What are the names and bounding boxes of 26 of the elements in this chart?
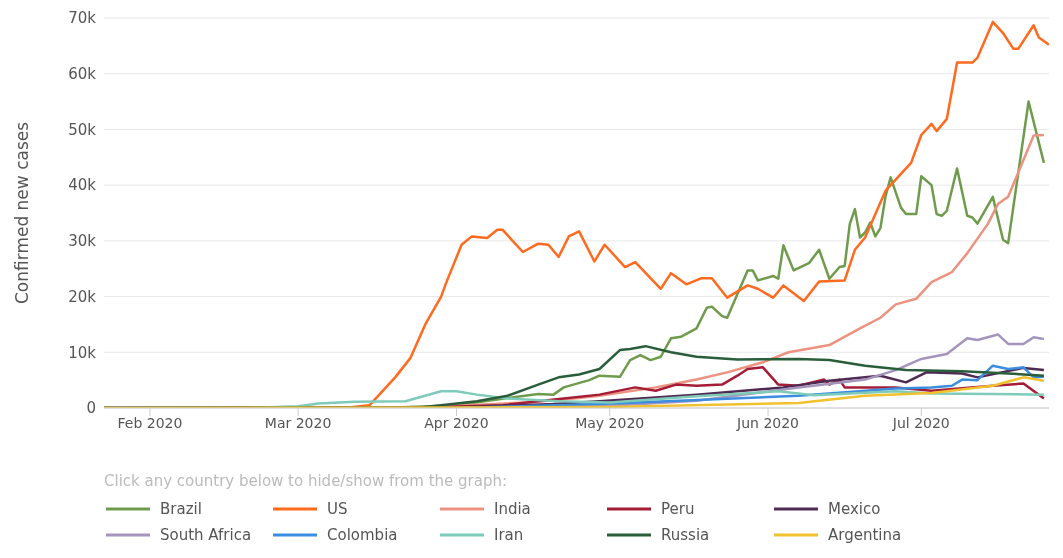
x-tick-label: Jun 2020 xyxy=(736,414,800,431)
y-tick-label: 60k xyxy=(68,65,97,84)
legend-label: Iran xyxy=(494,526,524,544)
legend-label: Mexico xyxy=(828,500,881,518)
text: Click any country below to hide/show from the graph: xyxy=(104,472,508,490)
y-tick-label: 0 xyxy=(86,399,96,418)
x-tick-label: May 2020 xyxy=(575,414,645,431)
legend-label: Russia xyxy=(661,526,710,544)
y-tick-label: 10k xyxy=(68,343,97,362)
y-tick-label: 40k xyxy=(68,176,97,195)
legend-label: Argentina xyxy=(828,526,902,544)
y-tick-label: 70k xyxy=(68,9,97,28)
y-tick-label: 50k xyxy=(68,120,97,139)
y-tick-label: 20k xyxy=(68,287,97,306)
x-tick-label: Apr 2020 xyxy=(424,414,489,431)
legend-label: India xyxy=(494,500,531,518)
legend-label: US xyxy=(327,500,348,518)
legend-label: Brazil xyxy=(160,500,202,518)
y-axis-title: Confirmed new cases xyxy=(12,121,33,305)
legend-label: South Africa xyxy=(160,526,252,544)
y-tick-label: 30k xyxy=(68,232,97,251)
legend-label: Colombia xyxy=(327,526,398,544)
x-tick-label: Feb 2020 xyxy=(117,414,183,431)
x-tick-label: Jul 2020 xyxy=(891,414,950,431)
x-tick-label: Mar 2020 xyxy=(264,414,332,431)
legend-label: Peru xyxy=(661,500,695,518)
